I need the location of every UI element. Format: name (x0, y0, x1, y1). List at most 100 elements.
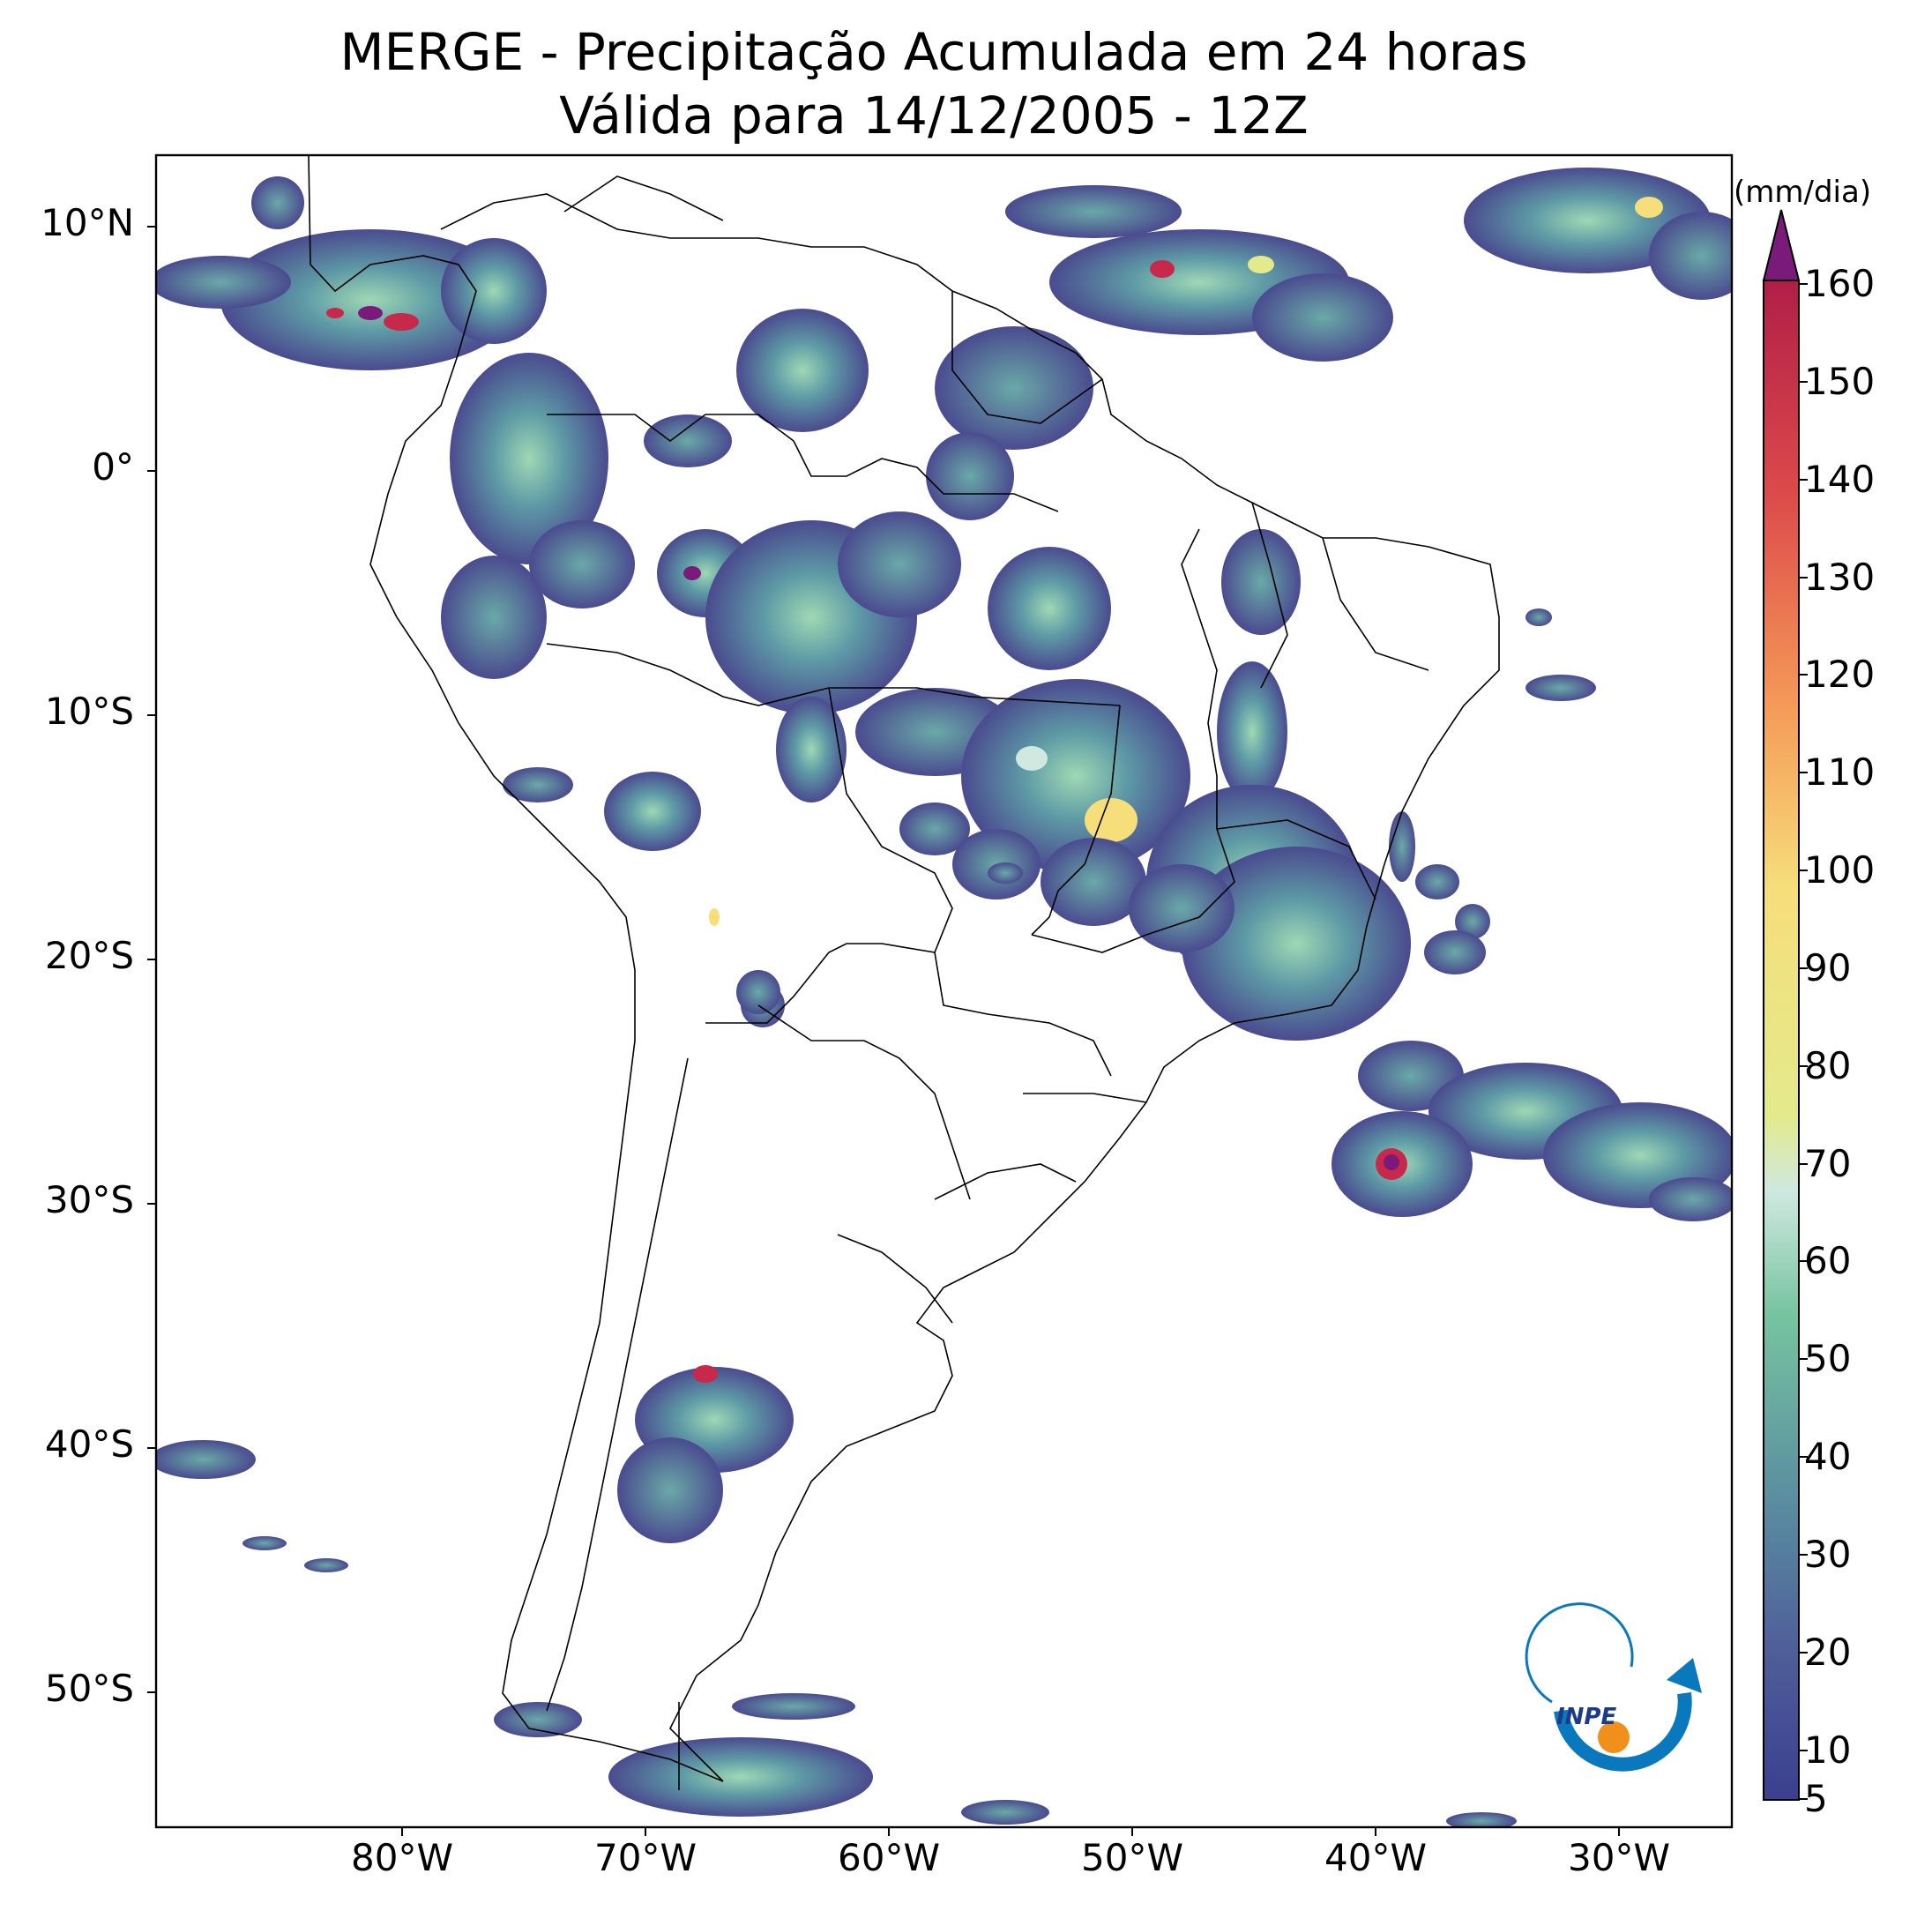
colorbar-label: 140 (1804, 458, 1876, 501)
lon-ticks (401, 1827, 1620, 1836)
rain-core (1635, 197, 1663, 218)
colorbar-label: 100 (1804, 848, 1876, 892)
colorbar-label: 90 (1804, 946, 1852, 989)
rain-area (1182, 847, 1411, 1041)
colorbar-label: 110 (1804, 750, 1876, 794)
rain-area (1252, 273, 1393, 362)
rain-core (1016, 746, 1048, 771)
colorbar-label: 150 (1804, 360, 1876, 403)
lon-label: 80°W (351, 1836, 453, 1879)
lat-ticks (147, 226, 156, 1693)
lat-label: 30°S (44, 1178, 134, 1221)
lat-label: 10°N (41, 201, 134, 244)
rain-area (1041, 838, 1146, 926)
rain-core (683, 566, 701, 580)
rain-area (1424, 930, 1486, 974)
rain-area (1525, 675, 1596, 701)
rain-area (838, 511, 961, 617)
rain-area (617, 1437, 723, 1543)
colorbar-label: 70 (1804, 1142, 1852, 1185)
lat-label: 40°S (44, 1422, 134, 1466)
rain-core (709, 908, 720, 926)
rain-area (1389, 811, 1415, 882)
colorbar-unit: (mm/dia) (1734, 175, 1872, 210)
lat-label: 50°S (44, 1667, 134, 1710)
rain-area (1525, 608, 1552, 626)
colorbar-extend-arrow (1762, 209, 1801, 281)
coastline-borders (308, 155, 1500, 1790)
rain-area (988, 862, 1023, 884)
rain-area (604, 772, 701, 851)
colorbar-label: 80 (1804, 1044, 1852, 1087)
lat-label: 10°S (44, 690, 134, 733)
rain-area (251, 176, 304, 229)
rain-core (1384, 1154, 1399, 1170)
rain-area (220, 229, 520, 370)
logo-text: INPE (1556, 1704, 1616, 1730)
rain-area (1217, 661, 1287, 802)
lat-label: 20°S (44, 934, 134, 977)
colorbar-label: 20 (1804, 1631, 1852, 1674)
rain-area (450, 353, 608, 564)
rain-core (1248, 256, 1274, 273)
rain-area (1649, 1177, 1732, 1221)
colorbar-label: 60 (1804, 1239, 1852, 1282)
map-title-line1: MERGE - Precipitação Acumulada em 24 hor… (339, 22, 1528, 82)
rain-core (1085, 798, 1138, 842)
rain-area (529, 520, 635, 608)
rain-area (899, 802, 970, 855)
rain-area (935, 326, 1093, 450)
lon-label: 30°W (1568, 1836, 1670, 1879)
map-frame (154, 153, 1734, 1829)
rain-area (736, 970, 780, 1014)
colorbar-ticks (1799, 283, 1808, 1800)
colorbar-label: 40 (1804, 1435, 1852, 1478)
colorbar-label: 30 (1804, 1533, 1852, 1576)
colorbar-label: 10 (1804, 1728, 1852, 1772)
lat-label: 0° (92, 445, 134, 489)
lon-label: 50°W (1081, 1836, 1183, 1879)
rain-area (1129, 864, 1235, 952)
colorbar-label: 160 (1804, 262, 1876, 305)
rain-area (1005, 185, 1182, 238)
rain-core (1150, 260, 1175, 278)
rain-core (693, 1365, 718, 1383)
rain-area (961, 1800, 1049, 1825)
rain-area (736, 309, 869, 432)
rain-core (384, 313, 419, 331)
rain-area (1415, 864, 1459, 900)
rain-area (242, 1536, 287, 1550)
rain-area (644, 414, 732, 467)
colorbar-label: 5 (1804, 1777, 1828, 1820)
rain-area (1446, 1812, 1517, 1827)
rain-area (776, 697, 847, 802)
rain-core (326, 308, 344, 318)
rain-area (1649, 212, 1732, 300)
rain-area (494, 1702, 582, 1737)
rain-area (156, 256, 291, 309)
rain-area (1464, 168, 1711, 273)
map-title-line2: Válida para 14/12/2005 - 12Z (559, 86, 1309, 146)
inpe-logo: INPE (1525, 1602, 1702, 1772)
rain-area (1455, 904, 1490, 939)
lon-label: 40°W (1324, 1836, 1427, 1879)
rain-area (732, 1693, 855, 1720)
rain-area (503, 767, 573, 802)
colorbar-label: 130 (1804, 556, 1876, 599)
rain-area (156, 1440, 256, 1479)
rain-area (441, 238, 547, 344)
rain-area (608, 1737, 873, 1817)
rain-area (926, 432, 1014, 520)
rain-area (304, 1558, 348, 1572)
colorbar (1763, 280, 1800, 1801)
rain-area (1221, 529, 1301, 635)
rain-core (358, 306, 383, 320)
colorbar-label: 120 (1804, 653, 1876, 696)
rain-area (988, 547, 1111, 670)
lon-label: 70°W (594, 1836, 697, 1879)
rain-area (441, 556, 547, 679)
colorbar-label: 50 (1804, 1337, 1852, 1380)
lon-label: 60°W (838, 1836, 940, 1879)
precipitation-field (156, 168, 1732, 1827)
